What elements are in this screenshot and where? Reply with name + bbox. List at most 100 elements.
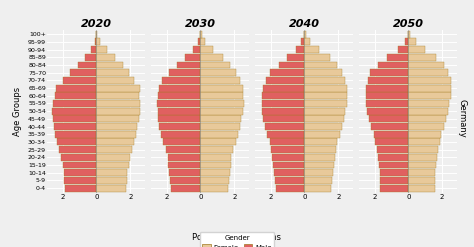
Bar xyxy=(168,162,201,168)
Bar xyxy=(201,39,206,45)
Title: 2030: 2030 xyxy=(185,19,216,29)
Bar xyxy=(56,85,96,92)
Bar xyxy=(405,39,409,45)
Bar xyxy=(304,131,340,138)
Bar xyxy=(270,69,304,76)
Bar xyxy=(95,39,96,45)
Bar xyxy=(96,131,136,138)
Bar xyxy=(158,115,201,122)
Bar xyxy=(96,177,127,184)
Bar xyxy=(163,77,201,84)
Bar xyxy=(96,146,132,153)
Bar xyxy=(304,62,337,68)
Bar xyxy=(78,62,96,68)
Bar xyxy=(201,108,243,115)
Bar xyxy=(409,108,448,115)
Bar xyxy=(63,162,96,168)
Bar xyxy=(273,162,304,168)
Bar xyxy=(96,139,135,145)
Bar xyxy=(304,169,333,176)
Bar xyxy=(267,131,304,138)
Bar xyxy=(201,54,223,61)
Bar xyxy=(168,154,201,161)
Bar xyxy=(304,69,342,76)
Bar xyxy=(201,77,240,84)
Bar xyxy=(53,100,96,107)
Bar xyxy=(201,169,230,176)
Bar xyxy=(263,85,304,92)
Bar xyxy=(57,139,96,145)
Bar xyxy=(169,169,201,176)
Bar xyxy=(170,177,201,184)
Bar xyxy=(201,154,231,161)
Bar xyxy=(380,169,409,176)
Bar xyxy=(409,77,451,84)
Bar xyxy=(201,92,243,99)
Bar xyxy=(64,169,96,176)
Bar xyxy=(201,46,213,53)
Bar xyxy=(201,146,233,153)
Bar xyxy=(379,162,409,168)
Bar xyxy=(301,39,304,45)
Bar xyxy=(85,54,96,61)
Bar xyxy=(272,154,304,161)
Bar xyxy=(409,146,438,153)
Bar xyxy=(96,54,115,61)
Bar xyxy=(409,169,436,176)
Bar xyxy=(96,46,107,53)
Bar xyxy=(304,31,306,38)
Bar xyxy=(304,123,342,130)
Y-axis label: Age Groups: Age Groups xyxy=(13,87,22,136)
Bar xyxy=(304,185,330,191)
Bar xyxy=(96,69,128,76)
Bar xyxy=(369,115,409,122)
Bar xyxy=(96,185,126,191)
Bar xyxy=(387,54,409,61)
Bar xyxy=(304,154,335,161)
Bar xyxy=(96,169,127,176)
Bar xyxy=(158,92,201,99)
Bar xyxy=(53,108,96,115)
Bar xyxy=(264,123,304,130)
Bar xyxy=(279,62,304,68)
Bar xyxy=(263,115,304,122)
Bar xyxy=(398,46,409,53)
Bar xyxy=(409,115,447,122)
Bar xyxy=(96,39,100,45)
Bar xyxy=(61,154,96,161)
Bar xyxy=(201,100,245,107)
Bar xyxy=(408,31,409,38)
Bar xyxy=(381,185,409,191)
Bar xyxy=(270,139,304,145)
Bar xyxy=(409,123,444,130)
Bar xyxy=(377,146,409,153)
Title: 2020: 2020 xyxy=(81,19,112,29)
Bar xyxy=(378,62,409,68)
Text: Germany: Germany xyxy=(458,99,466,138)
Bar xyxy=(96,85,139,92)
Bar xyxy=(304,162,334,168)
Bar xyxy=(366,100,409,107)
Bar xyxy=(53,115,96,122)
Bar xyxy=(304,177,332,184)
Bar xyxy=(96,62,123,68)
Bar xyxy=(96,92,139,99)
Bar xyxy=(54,123,96,130)
Bar xyxy=(304,46,319,53)
Bar xyxy=(158,108,201,115)
Bar xyxy=(381,177,409,184)
Bar xyxy=(304,139,337,145)
Bar xyxy=(201,185,228,191)
Bar xyxy=(169,69,201,76)
Bar xyxy=(409,54,436,61)
Bar xyxy=(367,108,409,115)
Bar xyxy=(201,115,241,122)
Bar xyxy=(163,139,201,145)
Bar xyxy=(262,100,304,107)
Bar xyxy=(201,123,240,130)
Bar xyxy=(64,77,96,84)
Bar xyxy=(171,185,201,191)
Bar xyxy=(375,139,409,145)
Bar xyxy=(409,69,448,76)
Bar xyxy=(409,177,435,184)
